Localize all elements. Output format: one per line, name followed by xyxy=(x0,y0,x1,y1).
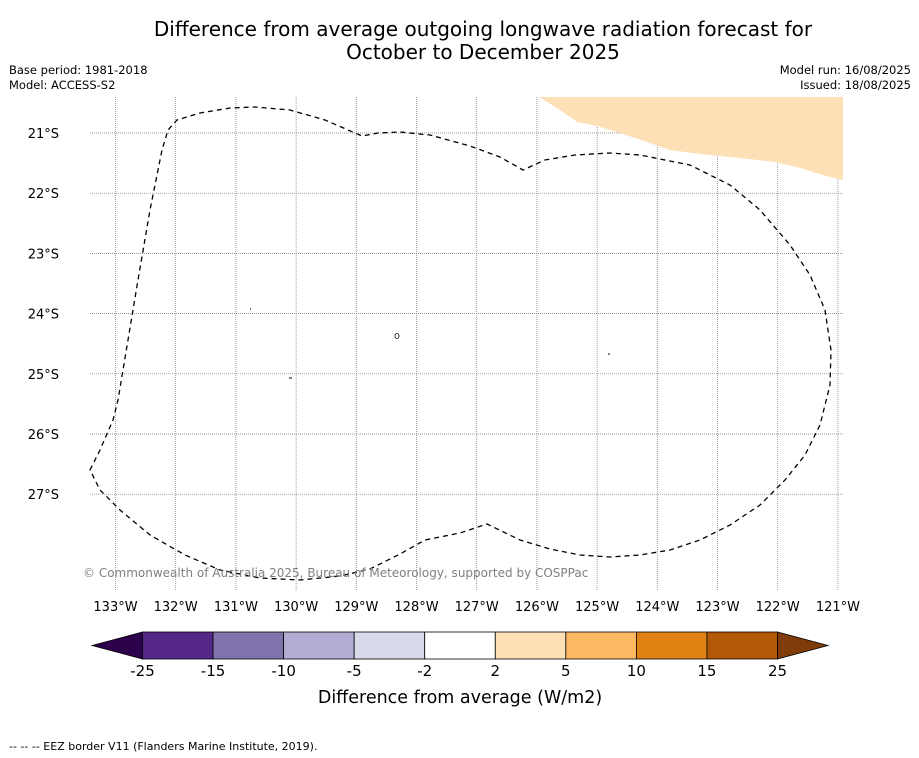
colorbar-tick-label: -5 xyxy=(347,662,362,680)
colorbar-extend-low xyxy=(90,631,143,660)
longitude-label: 123°W xyxy=(695,600,739,615)
longitude-label: 133°W xyxy=(93,600,137,615)
graticule xyxy=(90,97,843,590)
colorbar-segment xyxy=(635,631,708,660)
longitude-label: 127°W xyxy=(455,600,499,615)
colorbar-segment xyxy=(212,631,285,660)
colorbar-title: Difference from average (W/m2) xyxy=(318,688,602,708)
latitude-label: 26°S xyxy=(28,428,59,443)
latitude-labels: 21°S 22°S 23°S 24°S 25°S 26°S 27°S xyxy=(28,127,59,503)
colorbar-segment xyxy=(494,631,567,660)
map-title: Difference from average outgoing longwav… xyxy=(0,18,919,64)
latitude-label: 22°S xyxy=(28,187,59,202)
colorbar-tick-label: 2 xyxy=(491,662,501,680)
eez-border-line xyxy=(89,106,832,581)
map-plot: © Commonwealth of Australia 2025, Bureau… xyxy=(83,97,843,590)
map-background xyxy=(90,97,843,590)
longitude-label: 128°W xyxy=(394,600,438,615)
longitude-labels: 133°W 132°W 131°W 130°W 129°W 128°W 127°W 126°W… xyxy=(93,600,860,615)
colorbar-tick-label: 15 xyxy=(697,662,716,680)
map-title-line1: Difference from average outgoing longwav… xyxy=(153,17,813,41)
colorbar-tick-label: 5 xyxy=(561,662,571,680)
longitude-label: 124°W xyxy=(635,600,679,615)
copyright-text: © Commonwealth of Australia 2025, Bureau… xyxy=(83,566,588,580)
colorbar-tick-label: 25 xyxy=(768,662,787,680)
anomaly-area-2-to-5 xyxy=(539,97,843,180)
model-run-date: Model run: 16/08/2025 xyxy=(779,63,911,77)
longitude-label: 132°W xyxy=(154,600,198,615)
colorbar-segment xyxy=(706,631,778,660)
map-title-line2: October to December 2025 xyxy=(346,40,620,64)
colorbar-segment xyxy=(142,631,214,660)
latitude-label: 27°S xyxy=(28,488,59,503)
island-mark xyxy=(394,333,400,339)
colorbar-segment xyxy=(283,631,355,660)
latitude-label: 21°S xyxy=(28,127,59,142)
meta-right: Model run: 16/08/2025 Issued: 18/08/2025 xyxy=(780,63,911,93)
base-period: Base period: 1981-2018 xyxy=(9,63,148,77)
model-name: Model: ACCESS-S2 xyxy=(9,78,116,92)
longitude-label: 126°W xyxy=(515,600,559,615)
colorbar: -25 -15 -10 -5 -2 2 5 10 15 25 xyxy=(90,631,830,680)
latitude-label: 23°S xyxy=(28,247,59,262)
latitude-label: 25°S xyxy=(28,368,59,383)
colorbar-tick-label: 10 xyxy=(627,662,646,680)
colorbar-segment xyxy=(565,631,637,660)
colorbar-segment xyxy=(424,631,496,660)
colorbar-tick-label: -10 xyxy=(271,662,296,680)
colorbar-tick-label: -15 xyxy=(201,662,226,680)
longitude-label: 121°W xyxy=(816,600,860,615)
issued-date: Issued: 18/08/2025 xyxy=(800,78,911,92)
meta-left: Base period: 1981-2018 Model: ACCESS-S2 xyxy=(9,63,148,93)
longitude-label: 130°W xyxy=(274,600,318,615)
longitude-label: 129°W xyxy=(334,600,378,615)
colorbar-segment xyxy=(353,631,426,660)
longitude-label: 122°W xyxy=(756,600,800,615)
colorbar-tick-label: -2 xyxy=(417,662,432,680)
eez-legend-note: -- -- -- EEZ border V11 (Flanders Marine… xyxy=(9,740,318,753)
colorbar-tick-label: -25 xyxy=(130,662,155,680)
latitude-label: 24°S xyxy=(28,308,59,323)
longitude-label: 131°W xyxy=(214,600,258,615)
longitude-label: 125°W xyxy=(575,600,619,615)
colorbar-extend-high xyxy=(777,631,830,660)
